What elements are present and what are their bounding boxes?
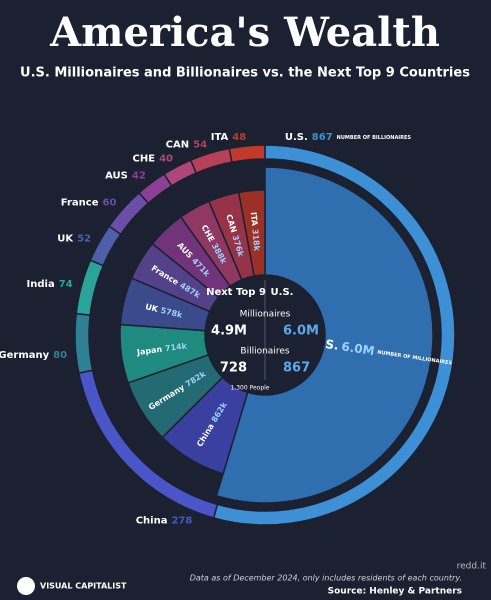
- value-label: 54: [193, 140, 207, 151]
- segment-label: Germany 80: [0, 350, 67, 361]
- category-label: CHE: [133, 154, 156, 165]
- center-left-value: 4.9M: [211, 324, 247, 339]
- subtitle: U.S. Millionaires and Billionaires vs. t…: [20, 66, 470, 81]
- watermark: redd.it: [457, 562, 487, 572]
- segment-label: France 60: [61, 198, 117, 209]
- value-label: 6.0M: [341, 339, 376, 358]
- center-right-heading: U.S.: [271, 287, 294, 298]
- value-label: 74: [59, 279, 73, 290]
- category-label: Germany: [0, 350, 50, 361]
- value-label: 80: [53, 350, 67, 361]
- value-label: 714k: [164, 341, 188, 353]
- category-label: Japan: [135, 344, 162, 356]
- center-right-value: 6.0M: [283, 324, 319, 339]
- segment-label: U.S. 867 NUMBER OF BILLIONAIRES: [285, 132, 412, 143]
- segment-label: AUS 42: [105, 171, 146, 182]
- category-label: UK: [57, 233, 74, 244]
- center-row-label: Billionaires: [240, 347, 289, 357]
- value-label: 278: [171, 515, 192, 526]
- category-label: CAN: [166, 140, 189, 151]
- footnote: Data as of December 2024, only includes …: [190, 574, 462, 583]
- source: Source: Henley & Partners: [328, 587, 462, 597]
- category-label: ITA: [249, 212, 259, 228]
- brand: VISUAL CAPITALIST: [40, 582, 127, 591]
- rings: U.S. 867 NUMBER OF BILLIONAIRES China 278 Ger…: [0, 132, 456, 526]
- category-label: UK: [145, 302, 160, 314]
- segment-label: CHE 40: [133, 154, 174, 165]
- segment-label: Japan 714k: [135, 341, 188, 357]
- value-label: 42: [132, 171, 146, 182]
- value-label: 318k: [251, 229, 262, 252]
- value-label: 60: [102, 198, 116, 209]
- segment-label: UK 52: [57, 233, 91, 244]
- center-row-label: Millionaires: [240, 310, 291, 320]
- brand-logo: [17, 577, 35, 595]
- center-right-value: 867: [283, 361, 310, 376]
- category-label: ITA: [211, 132, 229, 143]
- title: America's Wealth: [49, 9, 440, 56]
- value-label: 40: [159, 154, 173, 165]
- segment: [228, 144, 266, 164]
- category-label: India: [27, 279, 55, 290]
- segment-label: India 74: [27, 279, 73, 290]
- category-label: U.S.: [285, 132, 308, 143]
- scale-note: 1,300 People: [230, 385, 269, 392]
- category-label: China: [136, 515, 168, 526]
- value-label: 48: [232, 132, 246, 143]
- value-label: 52: [77, 233, 91, 244]
- segment-label: CAN 54: [166, 140, 207, 151]
- ring-note: NUMBER OF BILLIONAIRES: [337, 134, 412, 140]
- segment-label: ITA 48: [211, 132, 246, 143]
- segment-label: China 278: [136, 515, 193, 526]
- segment-label: ITA318k: [249, 212, 262, 252]
- center-left-value: 728: [220, 361, 247, 376]
- category-label: France: [61, 198, 99, 209]
- category-label: AUS: [105, 171, 128, 182]
- center-left-heading: Next Top 9: [206, 287, 266, 298]
- value-label: 867: [312, 132, 333, 143]
